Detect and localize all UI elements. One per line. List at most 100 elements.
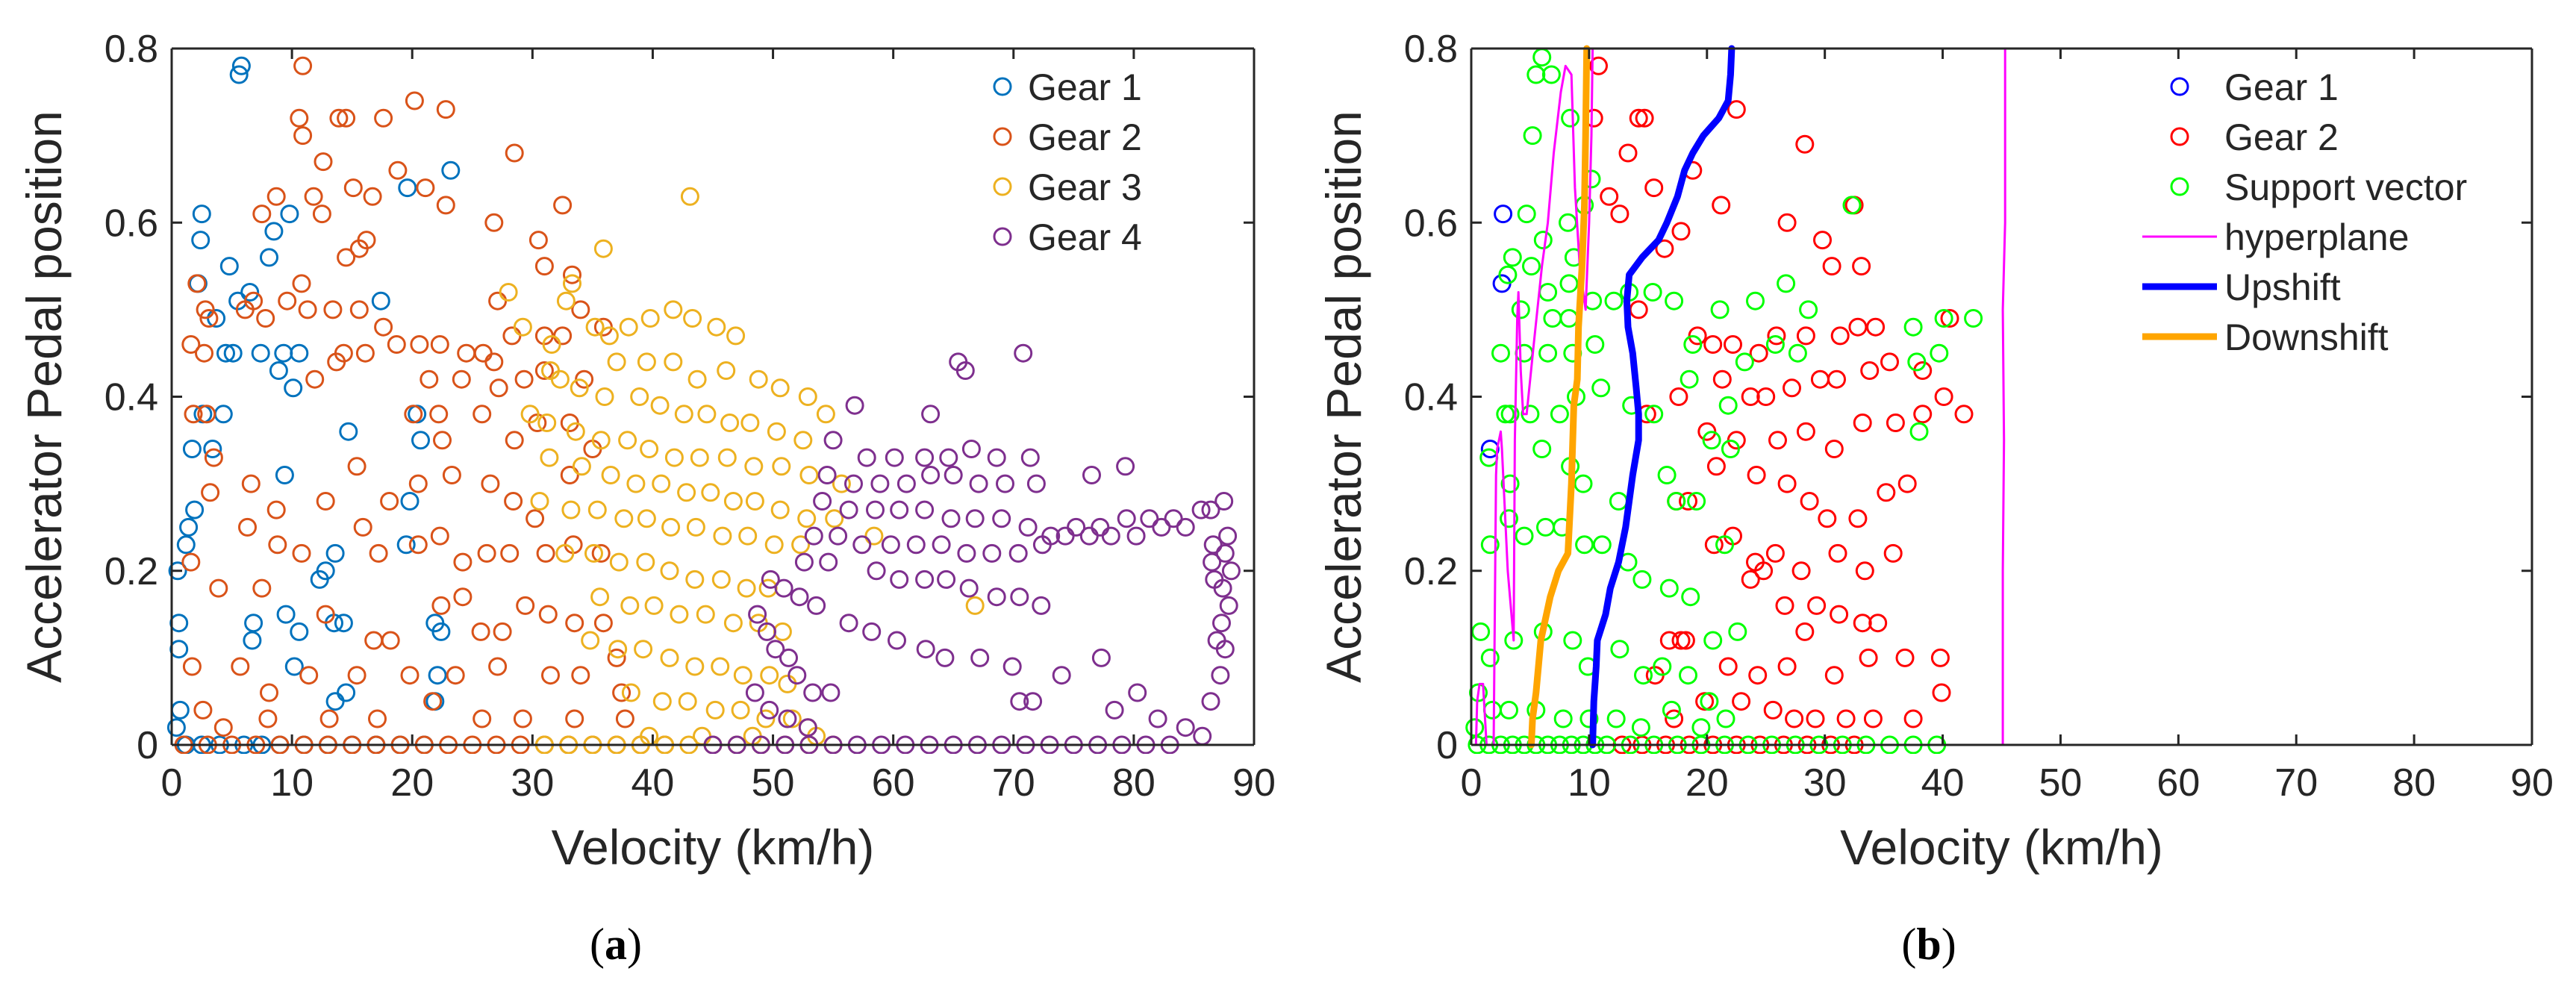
data-point (520, 405, 540, 424)
data-point (1521, 405, 1540, 424)
data-point (1706, 457, 1726, 476)
data-point (1818, 509, 1837, 528)
data-point (1662, 700, 1681, 720)
data-point (1883, 543, 1903, 563)
data-point (717, 361, 736, 380)
data-point (916, 640, 935, 659)
legend-entry: Downshift (2142, 316, 2389, 358)
data-point (761, 569, 780, 589)
data-point (441, 160, 461, 180)
data-point (1212, 614, 1231, 633)
data-point (1842, 196, 1862, 215)
data-point (1211, 666, 1230, 685)
data-point (1541, 65, 1561, 84)
data-point (937, 569, 956, 589)
series-upshift (1589, 45, 1735, 749)
data-point (500, 543, 520, 563)
data-point (266, 187, 286, 206)
data-point (526, 509, 545, 528)
data-point (565, 614, 584, 633)
data-point (1680, 369, 1699, 389)
data-point (1644, 178, 1664, 198)
data-point (744, 457, 764, 476)
data-point (446, 666, 465, 685)
data-point (284, 657, 304, 676)
legend-marker (993, 177, 1012, 196)
data-point (1517, 205, 1536, 224)
data-point (1903, 709, 1923, 728)
x-tick-label: 80 (1112, 761, 1156, 805)
legend-label: Support vector (2224, 166, 2467, 208)
data-point (408, 474, 428, 493)
data-point (195, 343, 213, 363)
data-point (347, 457, 367, 476)
data-point (223, 343, 243, 363)
data-point (637, 352, 656, 372)
plot-area (1471, 49, 2532, 745)
data-point (1695, 692, 1715, 711)
data-point (538, 605, 558, 624)
data-point (453, 587, 473, 607)
data-point (184, 405, 203, 424)
legend-marker (993, 77, 1012, 96)
data-point (1741, 569, 1760, 589)
data-point (1128, 683, 1147, 702)
data-point (260, 683, 278, 702)
data-point (1756, 387, 1776, 406)
legend-marker (2170, 77, 2189, 96)
data-point (1205, 569, 1224, 589)
data-point (1563, 631, 1582, 650)
data-point (881, 535, 900, 555)
data-point (1712, 369, 1732, 389)
data-point (473, 709, 492, 728)
data-point (1768, 431, 1787, 450)
data-point (429, 405, 449, 424)
data-point (969, 474, 988, 493)
data-point (1010, 692, 1029, 711)
data-point (862, 622, 882, 641)
data-point (290, 108, 309, 128)
data-point (1533, 231, 1553, 250)
panel-label-b: (b) (1901, 920, 1956, 969)
data-point (1610, 205, 1630, 224)
data-point (935, 648, 955, 667)
data-point (499, 283, 518, 302)
data-point (1219, 596, 1238, 615)
data-point (380, 492, 399, 511)
legend-marker (2170, 127, 2189, 146)
data-point (484, 352, 504, 372)
data-point (587, 500, 607, 519)
data-point (1618, 143, 1638, 163)
data-point (1848, 509, 1868, 528)
data-point (400, 666, 420, 685)
data-point (799, 466, 819, 484)
data-point (1522, 257, 1541, 276)
data-point (1491, 343, 1510, 363)
data-point (298, 300, 317, 319)
y-tick-label: 0 (137, 724, 158, 767)
data-point (252, 205, 272, 224)
data-point (1653, 657, 1672, 676)
data-point (572, 457, 591, 476)
data-point (1903, 317, 1923, 337)
data-point (182, 440, 202, 458)
data-point (821, 683, 841, 702)
data-point (477, 543, 496, 563)
legend-label: Gear 3 (1028, 166, 1142, 208)
x-tick-label: 40 (1921, 761, 1965, 805)
data-point (932, 535, 951, 555)
y-tick-label: 0.8 (1404, 28, 1458, 71)
x-tick-label: 70 (2274, 761, 2318, 805)
legend-marker (993, 227, 1012, 246)
data-point (231, 56, 251, 75)
data-point (204, 448, 223, 467)
data-point (1018, 517, 1038, 537)
x-tick-label: 60 (2156, 761, 2200, 805)
data-point (436, 196, 455, 215)
data-point (1964, 309, 1983, 328)
panel-label-a: (a) (590, 920, 642, 969)
data-point (921, 405, 941, 424)
data-point (1748, 666, 1768, 685)
data-point (661, 517, 681, 537)
data-point (758, 622, 776, 641)
